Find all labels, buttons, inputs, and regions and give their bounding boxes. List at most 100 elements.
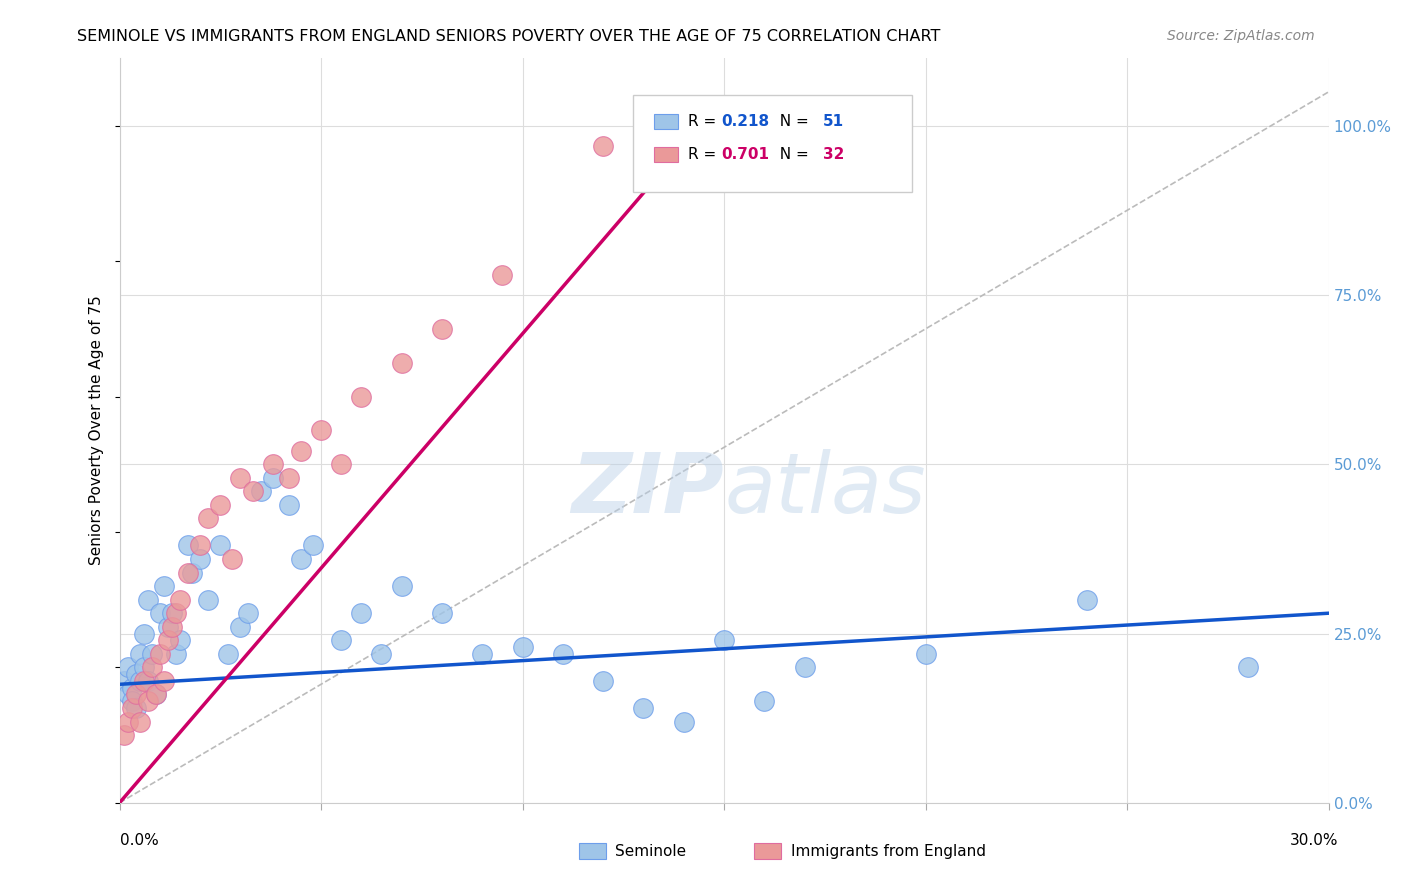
Text: atlas: atlas bbox=[724, 450, 925, 531]
Point bbox=[197, 511, 219, 525]
Point bbox=[1237, 660, 1260, 674]
Point bbox=[121, 701, 143, 715]
Point bbox=[391, 356, 413, 370]
Text: ZIP: ZIP bbox=[571, 450, 724, 531]
Point bbox=[181, 566, 204, 580]
Point bbox=[672, 714, 695, 729]
Point bbox=[153, 673, 176, 688]
Text: N =: N = bbox=[770, 147, 814, 162]
Point bbox=[209, 498, 232, 512]
Point bbox=[592, 673, 614, 688]
Point bbox=[512, 640, 534, 654]
Bar bbox=[654, 147, 678, 162]
FancyBboxPatch shape bbox=[633, 95, 911, 192]
Point bbox=[914, 647, 936, 661]
Point bbox=[242, 484, 264, 499]
Point bbox=[136, 592, 159, 607]
Bar bbox=[654, 114, 678, 128]
Point bbox=[128, 673, 150, 688]
Point bbox=[430, 606, 453, 620]
Point bbox=[592, 139, 614, 153]
Point bbox=[149, 647, 172, 661]
Point bbox=[309, 423, 332, 437]
Point bbox=[290, 552, 312, 566]
Point bbox=[141, 647, 163, 661]
Point bbox=[160, 620, 183, 634]
Point bbox=[136, 694, 159, 708]
Point bbox=[249, 484, 271, 499]
Point bbox=[491, 268, 513, 282]
Point bbox=[117, 660, 139, 674]
Point bbox=[156, 620, 179, 634]
Point bbox=[117, 688, 139, 702]
Point bbox=[112, 728, 135, 742]
Point bbox=[330, 633, 353, 648]
Text: 0.0%: 0.0% bbox=[120, 833, 159, 847]
Point bbox=[209, 539, 232, 553]
Point bbox=[136, 673, 159, 688]
Point bbox=[117, 714, 139, 729]
Point bbox=[262, 457, 284, 471]
Point bbox=[121, 681, 143, 695]
Point bbox=[153, 579, 176, 593]
Text: R =: R = bbox=[688, 147, 721, 162]
Point bbox=[128, 647, 150, 661]
Point bbox=[177, 539, 200, 553]
Point bbox=[217, 647, 239, 661]
Point bbox=[160, 606, 183, 620]
Point bbox=[754, 694, 776, 708]
Point bbox=[165, 606, 187, 620]
Point bbox=[350, 606, 373, 620]
Text: Source: ZipAtlas.com: Source: ZipAtlas.com bbox=[1167, 29, 1315, 43]
Point bbox=[165, 647, 187, 661]
Point bbox=[633, 701, 655, 715]
Point bbox=[177, 566, 200, 580]
Point bbox=[141, 660, 163, 674]
Point bbox=[169, 633, 191, 648]
Text: N =: N = bbox=[770, 114, 814, 128]
Point bbox=[188, 539, 211, 553]
Point bbox=[290, 443, 312, 458]
Point bbox=[551, 647, 574, 661]
Text: 0.701: 0.701 bbox=[721, 147, 769, 162]
Point bbox=[145, 688, 167, 702]
Point bbox=[112, 673, 135, 688]
Point bbox=[156, 633, 179, 648]
Point bbox=[132, 626, 155, 640]
Point bbox=[238, 606, 260, 620]
Point bbox=[713, 633, 735, 648]
Point bbox=[132, 673, 155, 688]
Point bbox=[430, 322, 453, 336]
Text: SEMINOLE VS IMMIGRANTS FROM ENGLAND SENIORS POVERTY OVER THE AGE OF 75 CORRELATI: SEMINOLE VS IMMIGRANTS FROM ENGLAND SENI… bbox=[77, 29, 941, 44]
Text: R =: R = bbox=[688, 114, 721, 128]
Point bbox=[145, 688, 167, 702]
Point bbox=[277, 498, 299, 512]
Text: 32: 32 bbox=[824, 147, 845, 162]
Text: 51: 51 bbox=[824, 114, 845, 128]
Text: 30.0%: 30.0% bbox=[1291, 833, 1339, 847]
Point bbox=[229, 471, 252, 485]
Point bbox=[262, 471, 284, 485]
Text: 0.218: 0.218 bbox=[721, 114, 770, 128]
Point bbox=[229, 620, 252, 634]
Point bbox=[121, 694, 143, 708]
Point bbox=[350, 390, 373, 404]
Point bbox=[124, 667, 146, 681]
Point bbox=[124, 701, 146, 715]
Point bbox=[188, 552, 211, 566]
Point bbox=[370, 647, 392, 661]
Point bbox=[124, 688, 146, 702]
Point bbox=[197, 592, 219, 607]
Point bbox=[391, 579, 413, 593]
Point bbox=[149, 606, 172, 620]
Point bbox=[302, 539, 325, 553]
Text: Seminole: Seminole bbox=[616, 844, 686, 859]
Point bbox=[471, 647, 494, 661]
Point bbox=[221, 552, 243, 566]
Point bbox=[169, 592, 191, 607]
Y-axis label: Seniors Poverty Over the Age of 75: Seniors Poverty Over the Age of 75 bbox=[89, 295, 104, 566]
Bar bbox=[579, 843, 606, 859]
Point bbox=[330, 457, 353, 471]
Point bbox=[1076, 592, 1098, 607]
Point bbox=[277, 471, 299, 485]
